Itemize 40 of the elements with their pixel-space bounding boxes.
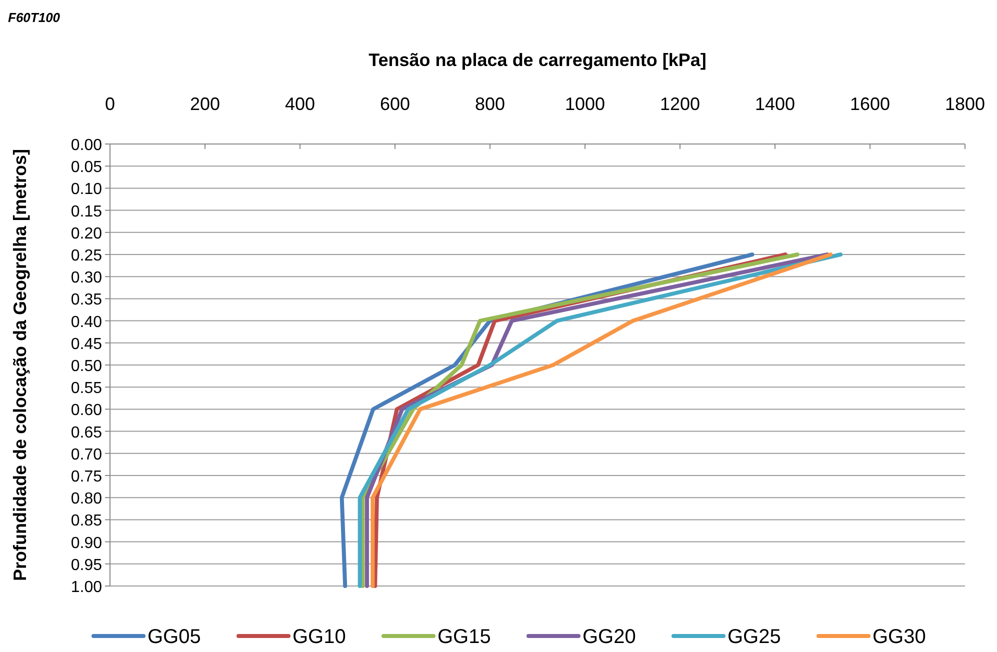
x-tick-label: 200 [190,94,220,114]
legend-label: GG10 [292,626,346,648]
y-tick-label: 0.90 [70,534,102,552]
y-tick-label: 0.35 [70,292,102,309]
y-tick-label: 0.30 [70,270,102,287]
y-tick-label: 0.80 [70,490,102,508]
x-tick-label: 1200 [660,94,700,114]
y-tick-label: 0.70 [70,446,102,464]
y-tick-label: 0.55 [70,380,102,398]
x-tick-label: 1000 [564,94,606,114]
legend-label: GG15 [438,626,491,648]
y-tick-label: 0.95 [70,556,102,574]
x-tick-label: 1800 [944,94,986,114]
legend-label: GG05 [148,626,201,648]
y-tick-label: 0.75 [70,468,102,486]
y-tick-label: 0.15 [70,203,102,220]
y-tick-label: 0.05 [70,159,102,176]
x-tick-label: 0 [104,94,116,114]
y-tick-label: 0.10 [70,181,102,198]
x-tick-label: 1400 [754,94,796,114]
y-tick-label: 0.20 [70,225,102,242]
y-axis-title: Profundidade de colocação da Geogrelha [metros] [10,148,30,582]
y-tick-label: 0.00 [70,137,102,154]
x-tick-label: 800 [474,94,506,114]
y-tick-label: 0.60 [70,402,102,420]
x-tick-label: 1600 [850,94,890,114]
y-tick-label: 0.45 [70,336,102,353]
y-tick-label: 0.40 [70,314,102,331]
legend-label: GG30 [872,626,926,648]
y-tick-label: 0.50 [70,358,102,375]
legend-label: GG25 [728,626,781,648]
y-tick-label: 1.00 [70,579,102,596]
y-tick-label: 0.65 [70,424,102,442]
legend-label: GG20 [582,626,636,648]
chart-title: F60T100 [8,10,61,25]
x-axis-title: Tensão na placa de carregamento [kPa] [368,50,706,70]
x-tick-label: 600 [380,94,410,114]
y-tick-label: 0.85 [70,512,102,530]
x-tick-label: 400 [284,94,316,114]
y-tick-label: 0.25 [70,248,102,264]
